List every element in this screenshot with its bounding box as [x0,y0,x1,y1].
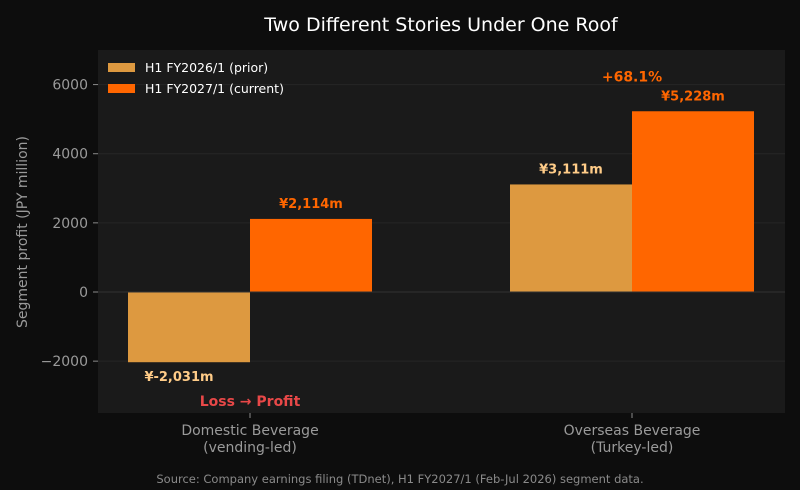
data-label: ¥2,114m [279,197,343,212]
y-tick-label: 0 [79,285,88,301]
legend: H1 FY2026/1 (prior) H1 FY2027/1 (current) [108,60,284,96]
y-tick-label: 6000 [52,78,88,94]
y-tick-label: 4000 [52,147,88,163]
legend-label: H1 FY2026/1 (prior) [145,60,268,75]
legend-swatch [108,63,135,72]
annotation: +68.1% [602,70,662,86]
x-tick-label: Domestic Beverage [181,423,318,439]
legend-swatch [108,84,135,93]
y-axis-ticks: −2000 0 2000 4000 6000 [41,78,98,370]
legend-label: H1 FY2027/1 (current) [145,81,284,96]
x-tick-label: (vending-led) [203,440,297,456]
annotation: Loss → Profit [200,394,301,410]
bars [128,111,754,363]
chart-title: Two Different Stories Under One Roof [263,14,619,36]
y-axis-label: Segment profit (JPY million) [15,136,31,328]
data-labels: ¥-2,031m ¥3,111m ¥2,114m ¥5,228m [144,89,724,385]
data-label: ¥-2,031m [144,370,213,385]
x-tick-label: (Turkey-led) [591,440,674,456]
bar-current [632,111,754,292]
bar-current [250,218,372,292]
annotations: Loss → Profit +68.1% [200,70,662,410]
x-axis-ticks: Domestic Beverage(vending-led) Overseas B… [181,413,700,456]
bar-prior [510,184,632,292]
y-tick-label: −2000 [41,354,88,370]
data-label: ¥5,228m [661,89,725,104]
source-note: Source: Company earnings filing (TDnet),… [156,472,643,486]
y-tick-label: 2000 [52,216,88,232]
data-label: ¥3,111m [539,162,603,177]
x-tick-label: Overseas Beverage [564,423,701,439]
bar-prior [128,292,250,363]
